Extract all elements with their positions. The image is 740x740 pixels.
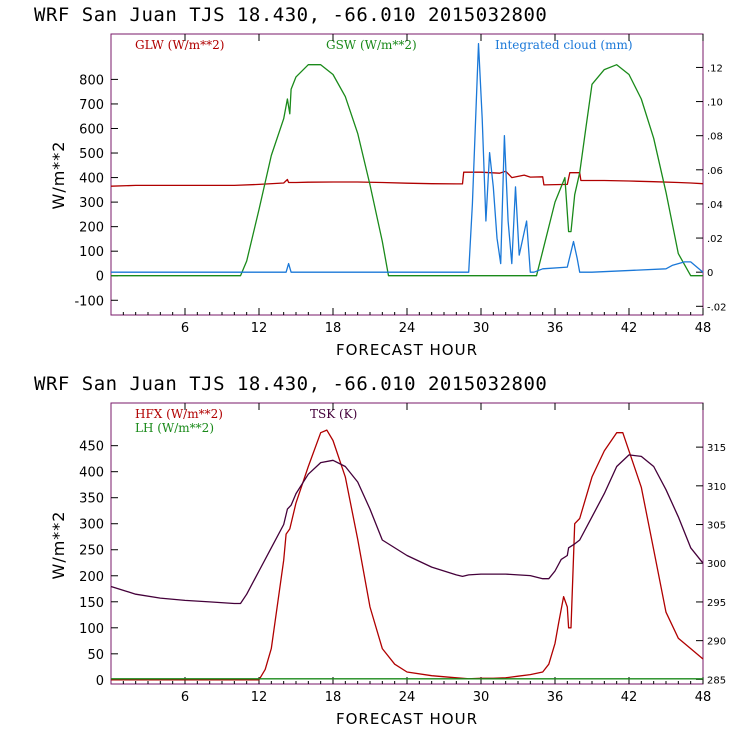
y2-tick-label: -.02 <box>707 302 727 313</box>
panel-bottom: WRF San Juan TJS 18.430, -66.010 2015032… <box>34 373 726 728</box>
y2-tick-label: .12 <box>707 63 723 74</box>
panel-top-ylabel: W/m**2 <box>49 141 68 210</box>
x-tick-label: 42 <box>621 690 638 705</box>
y2-tick-label: .10 <box>707 98 723 109</box>
x-tick-label: 12 <box>251 321 268 336</box>
y-tick-label: 400 <box>79 172 104 187</box>
y-tick-label: -100 <box>74 294 104 309</box>
y2-tick-label: .04 <box>707 200 723 211</box>
panel-bottom-ylabel: W/m**2 <box>49 511 68 580</box>
x-tick-label: 30 <box>473 690 490 705</box>
legend-gsw: GSW (W/m**2) <box>326 38 417 52</box>
x-tick-label: 24 <box>399 690 416 705</box>
panel-bottom-xlabel: FORECAST HOUR <box>336 710 478 728</box>
y2-tick-label: .02 <box>707 234 723 245</box>
y-tick-label: 500 <box>79 147 104 162</box>
y-tick-label: 200 <box>79 570 104 585</box>
y-tick-label: 250 <box>79 544 104 559</box>
panel-bottom-frame <box>110 402 704 685</box>
x-tick-label: 6 <box>181 690 189 705</box>
series-line-integrated <box>111 42 704 273</box>
y-tick-label: 450 <box>79 440 104 455</box>
y-tick-label: 700 <box>79 98 104 113</box>
x-tick-label: 30 <box>473 321 490 336</box>
panel-top-xlabel: FORECAST HOUR <box>336 341 478 359</box>
x-tick-label: 42 <box>621 321 638 336</box>
y2-tick-label: 300 <box>707 559 726 570</box>
panel-top: WRF San Juan TJS 18.430, -66.010 2015032… <box>34 4 727 359</box>
x-tick-label: 36 <box>547 690 564 705</box>
y-tick-label: 300 <box>79 518 104 533</box>
y-tick-label: 200 <box>79 221 104 236</box>
x-tick-label: 12 <box>251 690 268 705</box>
series-line-glw <box>110 170 704 187</box>
legend-glw: GLW (W/m**2) <box>135 38 224 52</box>
series-line-gsw <box>111 64 703 277</box>
y-tick-label: 0 <box>96 674 104 689</box>
y-tick-label: 300 <box>79 196 104 211</box>
y-tick-label: 800 <box>79 73 104 88</box>
y-tick-label: 350 <box>79 492 104 507</box>
y-tick-label: 400 <box>79 466 104 481</box>
legend-integrated-cloud: Integrated cloud (mm) <box>495 38 633 52</box>
y2-tick-label: .06 <box>707 166 723 177</box>
panel-bottom-title: WRF San Juan TJS 18.430, -66.010 2015032… <box>34 373 547 395</box>
y2-tick-label: 305 <box>707 521 726 532</box>
panel-bottom-ticks: 6 12 18 24 30 36 42 48 0 50 100 150 200 250 300 350 400 4… <box>79 403 726 705</box>
y2-tick-label: 0 <box>707 268 713 279</box>
y-tick-label: 100 <box>79 622 104 637</box>
y2-tick-label: 315 <box>707 443 726 454</box>
legend-hfx: HFX (W/m**2) <box>135 407 223 421</box>
y2-tick-label: 295 <box>707 598 726 609</box>
panel-top-lines <box>110 42 704 277</box>
y2-tick-label: 310 <box>707 482 726 493</box>
series-line-tsk <box>110 454 704 605</box>
y-tick-label: 0 <box>96 270 104 285</box>
x-tick-label: 18 <box>325 321 342 336</box>
legend-tsk: TSK (K) <box>310 407 357 421</box>
y2-tick-label: .08 <box>707 132 723 143</box>
x-tick-label: 24 <box>399 321 416 336</box>
x-tick-label: 48 <box>695 690 712 705</box>
x-tick-label: 18 <box>325 690 342 705</box>
panel-top-title: WRF San Juan TJS 18.430, -66.010 2015032… <box>34 4 547 26</box>
panel-bottom-lines <box>110 429 704 681</box>
y2-tick-label: 290 <box>707 637 726 648</box>
y2-tick-label: 285 <box>707 675 726 686</box>
panel-top-ticks: 6 12 18 24 30 36 42 48 -100 0 100 200 300 400 500 600 70… <box>74 34 727 336</box>
y-tick-label: 150 <box>79 596 104 611</box>
x-tick-label: 48 <box>695 321 712 336</box>
legend-lh: LH (W/m**2) <box>135 421 214 435</box>
x-tick-label: 6 <box>181 321 189 336</box>
x-tick-label: 36 <box>547 321 564 336</box>
y-tick-label: 50 <box>87 648 104 663</box>
y-tick-label: 600 <box>79 122 104 137</box>
y-tick-label: 100 <box>79 245 104 260</box>
